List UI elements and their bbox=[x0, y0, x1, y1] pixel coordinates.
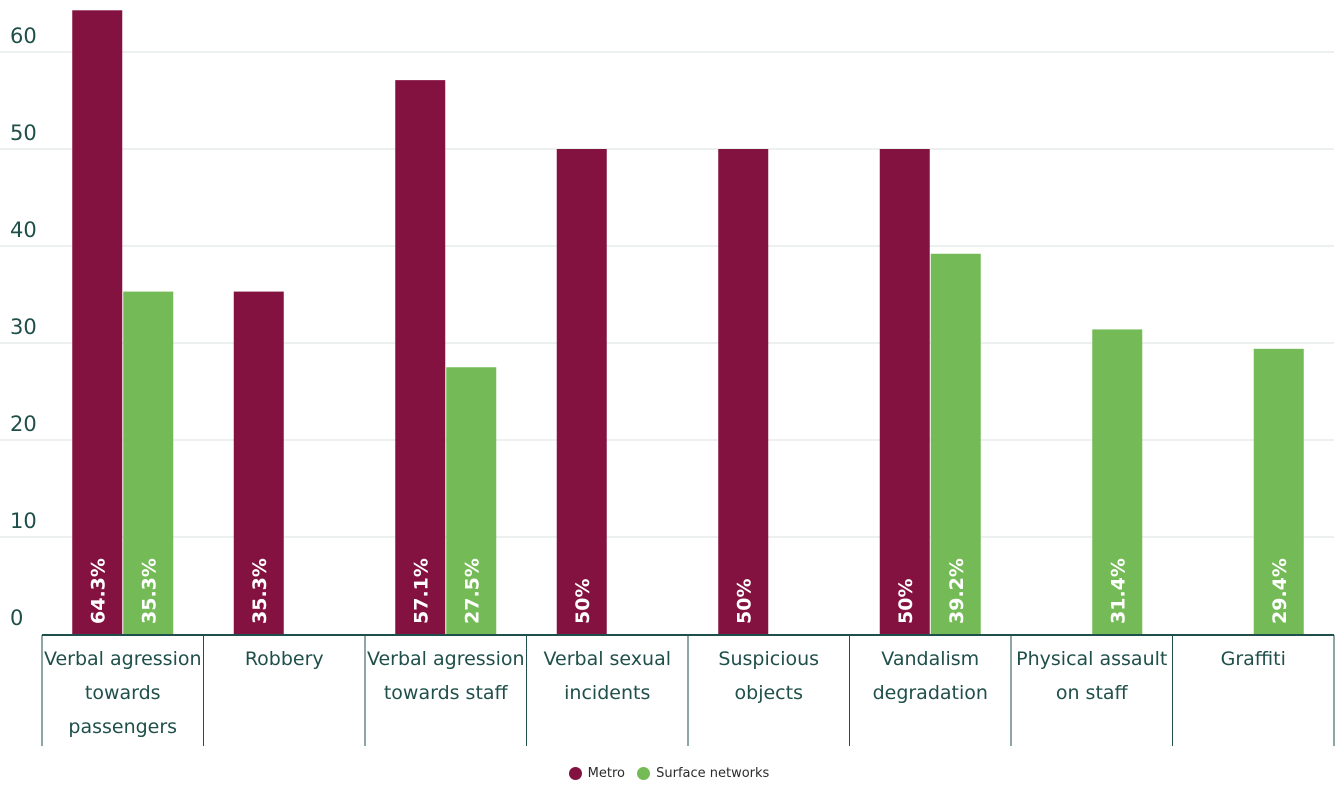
data-label: 50% bbox=[572, 579, 594, 624]
x-tick-label: objects bbox=[735, 682, 803, 704]
bar bbox=[123, 291, 174, 634]
x-tick-label: Verbal agression bbox=[367, 648, 525, 670]
bar bbox=[930, 253, 981, 634]
x-tick-label: Robbery bbox=[245, 648, 324, 670]
x-tick-label: Vandalism bbox=[881, 648, 979, 670]
data-label: 31.4% bbox=[1107, 558, 1129, 624]
y-tick-label: 50 bbox=[10, 121, 37, 145]
bar bbox=[395, 80, 446, 634]
x-tick-label: towards bbox=[85, 682, 161, 704]
bar bbox=[879, 149, 930, 634]
bar bbox=[72, 10, 123, 635]
y-tick-label: 40 bbox=[10, 218, 37, 242]
x-tick-label: on staff bbox=[1056, 682, 1129, 704]
x-tick-label: Suspicious bbox=[718, 648, 819, 670]
y-tick-label: 10 bbox=[10, 509, 37, 533]
legend-item-surface: Surface networks bbox=[637, 766, 769, 781]
data-label: 57.1% bbox=[410, 558, 432, 624]
y-tick-label: 30 bbox=[10, 315, 37, 339]
x-tick-label: degradation bbox=[873, 682, 988, 704]
x-tick-label: passengers bbox=[68, 716, 177, 738]
x-tick-label: towards staff bbox=[384, 682, 509, 704]
legend-item-metro: Metro bbox=[568, 766, 625, 781]
bar bbox=[233, 291, 284, 634]
y-tick-label: 20 bbox=[10, 412, 37, 436]
data-label: 50% bbox=[733, 579, 755, 624]
data-label: 35.3% bbox=[138, 558, 160, 624]
data-label: 50% bbox=[895, 579, 917, 624]
x-tick-label: Verbal sexual bbox=[543, 648, 671, 670]
legend-swatch-surface bbox=[637, 767, 651, 780]
bar bbox=[718, 149, 769, 634]
x-tick-label: Physical assault bbox=[1016, 648, 1167, 670]
data-label: 27.5% bbox=[461, 558, 483, 624]
bar-chart: 0 10 20 30 40 50 60 64.3% 35.3% 35.3% 57.1% 27.5% 50… bbox=[0, 10, 1335, 746]
data-label: 39.2% bbox=[946, 558, 968, 624]
bar bbox=[1092, 329, 1143, 634]
y-tick-label: 0 bbox=[10, 606, 23, 630]
bar bbox=[556, 149, 607, 634]
bar bbox=[1253, 348, 1304, 634]
legend-label-metro: Metro bbox=[587, 766, 625, 781]
data-label: 35.3% bbox=[249, 558, 271, 624]
legend: Metro Surface networks bbox=[0, 766, 1338, 784]
legend-swatch-metro bbox=[568, 767, 582, 780]
x-tick-label: Verbal agression bbox=[44, 648, 202, 670]
bar bbox=[446, 367, 497, 634]
data-label: 29.4% bbox=[1269, 558, 1291, 624]
legend-label-surface: Surface networks bbox=[656, 766, 770, 781]
x-tick-label: Graffiti bbox=[1221, 648, 1286, 670]
x-tick-label: incidents bbox=[564, 682, 650, 704]
data-label: 64.3% bbox=[87, 558, 109, 624]
y-tick-label: 60 bbox=[10, 24, 37, 48]
